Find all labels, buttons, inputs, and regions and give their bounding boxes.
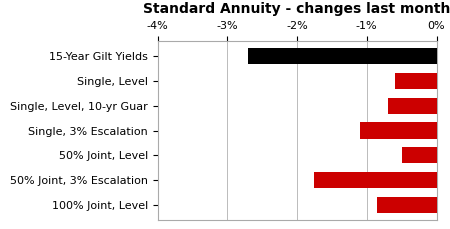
- Bar: [401, 147, 436, 164]
- Bar: [360, 123, 436, 139]
- Bar: [248, 48, 436, 64]
- Title: Standard Annuity - changes last month: Standard Annuity - changes last month: [143, 2, 450, 16]
- Bar: [315, 172, 436, 188]
- Bar: [395, 73, 436, 89]
- Bar: [377, 197, 436, 213]
- Bar: [388, 98, 436, 114]
